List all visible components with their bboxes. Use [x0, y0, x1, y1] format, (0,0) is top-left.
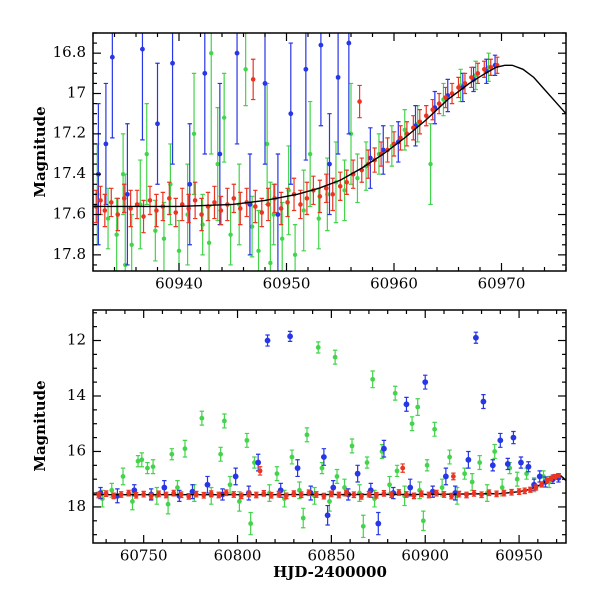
x-axis-label: HJD-2400000 — [273, 563, 387, 581]
y-axis-label-top-panel: Magnitude — [31, 106, 49, 198]
y-axis-label-bottom-panel: Magnitude — [31, 380, 49, 472]
